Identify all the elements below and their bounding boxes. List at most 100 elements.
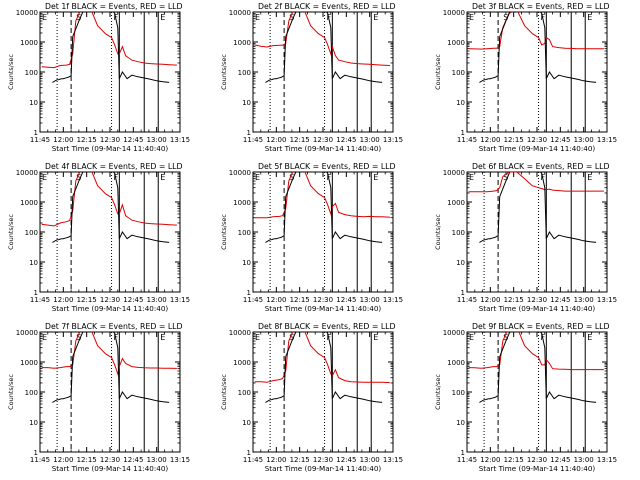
- lld-series-line: [254, 172, 390, 219]
- x-tick-label: 13:00: [147, 136, 167, 144]
- marker-label: E: [469, 173, 474, 182]
- x-tick-label: 11:45: [457, 296, 477, 304]
- y-tick-label: 10: [242, 259, 251, 267]
- plot-frame: [466, 11, 608, 133]
- y-tick-label: 10000: [229, 329, 251, 337]
- x-tick-label: 11:45: [457, 136, 477, 144]
- y-tick-label: 10000: [16, 169, 38, 177]
- plot-frame: [252, 171, 394, 293]
- y-tick-label: 100: [25, 229, 38, 237]
- y-tick-label: 10000: [443, 329, 465, 337]
- y-tick-label: 10: [456, 259, 465, 267]
- x-tick-label: 12:00: [480, 296, 500, 304]
- x-tick-label: 11:45: [457, 456, 477, 464]
- x-tick-label: 13:15: [597, 296, 617, 304]
- y-axis-label: Counts/sec: [7, 214, 15, 250]
- y-axis-label: Counts/sec: [434, 374, 442, 410]
- x-tick-label: 13:00: [574, 296, 594, 304]
- marker-label: S: [503, 173, 508, 182]
- chart-panel: Det 3f BLACK = Events, RED = LLD 1 10 100 10…: [434, 2, 617, 153]
- lld-series-line: [468, 332, 604, 371]
- lld-series-line: [41, 172, 177, 227]
- marker-label: E: [255, 333, 260, 342]
- y-tick-label: 100: [452, 229, 465, 237]
- x-tick-label: 12:00: [266, 296, 286, 304]
- y-tick-label: 1: [247, 289, 251, 297]
- events-series-line: [479, 332, 597, 403]
- chart-panel: Det 2f BLACK = Events, RED = LLD 1 10 100 10…: [220, 2, 403, 153]
- y-tick-label: 1: [461, 129, 465, 137]
- x-tick-label: 12:15: [77, 296, 97, 304]
- x-tick-label: 12:30: [313, 456, 333, 464]
- y-tick-label: 1000: [233, 359, 251, 367]
- marker-label: S: [76, 333, 81, 342]
- y-tick-label: 1000: [20, 359, 38, 367]
- y-tick-label: 10000: [443, 169, 465, 177]
- x-tick-label: 13:00: [574, 136, 594, 144]
- x-axis-label: Start Time (09-Mar-14 11:40:40): [479, 304, 596, 313]
- x-tick-label: 13:15: [383, 136, 403, 144]
- y-tick-label: 1000: [447, 39, 465, 47]
- y-tick-label: 10: [456, 99, 465, 107]
- chart-title: Det 7f BLACK = Events, RED = LLD: [45, 322, 183, 331]
- x-tick-label: 11:45: [243, 296, 263, 304]
- y-tick-label: 10: [242, 419, 251, 427]
- plot-frame: [39, 331, 181, 453]
- y-tick-label: 10000: [229, 169, 251, 177]
- chart-panel: Det 1f BLACK = Events, RED = LLD 1 10 100 10…: [7, 2, 190, 153]
- marker-label: E: [42, 173, 47, 182]
- x-axis-label: Start Time (09-Mar-14 11:40:40): [52, 304, 169, 313]
- events-series-line: [479, 12, 597, 83]
- x-tick-label: 13:15: [383, 296, 403, 304]
- events-series-line: [52, 332, 170, 403]
- x-tick-label: 13:15: [597, 456, 617, 464]
- x-tick-label: 12:00: [480, 136, 500, 144]
- chart-panel: Det 6f BLACK = Events, RED = LLD 1 10 100 10…: [434, 162, 617, 313]
- marker-label: S: [76, 13, 81, 22]
- y-tick-label: 1000: [233, 39, 251, 47]
- y-tick-label: 1000: [233, 199, 251, 207]
- chart-panel: Det 7f BLACK = Events, RED = LLD 1 10 100 10…: [7, 322, 190, 473]
- x-tick-label: 12:00: [53, 296, 73, 304]
- marker-label: S: [503, 13, 508, 22]
- y-tick-label: 1: [247, 129, 251, 137]
- y-tick-label: 10: [456, 419, 465, 427]
- x-tick-label: 13:15: [170, 456, 190, 464]
- x-tick-label: 12:15: [77, 136, 97, 144]
- x-tick-label: 13:15: [170, 296, 190, 304]
- x-tick-label: 13:15: [383, 456, 403, 464]
- x-tick-label: 13:15: [597, 136, 617, 144]
- x-tick-label: 13:15: [170, 136, 190, 144]
- x-tick-label: 13:00: [147, 456, 167, 464]
- x-tick-label: 12:30: [100, 456, 120, 464]
- events-series-line: [265, 332, 383, 403]
- marker-label: E: [160, 173, 165, 182]
- x-tick-label: 12:30: [527, 296, 547, 304]
- y-tick-label: 1000: [447, 199, 465, 207]
- y-tick-label: 10: [242, 99, 251, 107]
- marker-label: E: [160, 333, 165, 342]
- y-axis-label: Counts/sec: [7, 54, 15, 90]
- marker-label: E: [373, 13, 378, 22]
- plot-frame: [466, 331, 608, 453]
- x-tick-label: 12:45: [336, 136, 356, 144]
- y-axis-label: Counts/sec: [220, 214, 228, 250]
- lld-series-line: [468, 12, 604, 50]
- x-tick-label: 12:30: [527, 456, 547, 464]
- events-series-line: [479, 172, 597, 243]
- x-tick-label: 12:00: [53, 456, 73, 464]
- y-tick-label: 10000: [16, 9, 38, 17]
- x-tick-label: 12:30: [100, 296, 120, 304]
- events-series-line: [265, 172, 383, 243]
- marker-label: E: [587, 173, 592, 182]
- x-tick-label: 12:45: [123, 456, 143, 464]
- y-tick-label: 10000: [229, 9, 251, 17]
- y-tick-label: 1: [461, 449, 465, 457]
- lld-series-line: [254, 12, 390, 66]
- x-axis-label: Start Time (09-Mar-14 11:40:40): [265, 304, 382, 313]
- x-axis-label: Start Time (09-Mar-14 11:40:40): [52, 144, 169, 153]
- chart-title: Det 2f BLACK = Events, RED = LLD: [258, 2, 396, 11]
- y-tick-label: 100: [452, 389, 465, 397]
- x-tick-label: 13:00: [360, 456, 380, 464]
